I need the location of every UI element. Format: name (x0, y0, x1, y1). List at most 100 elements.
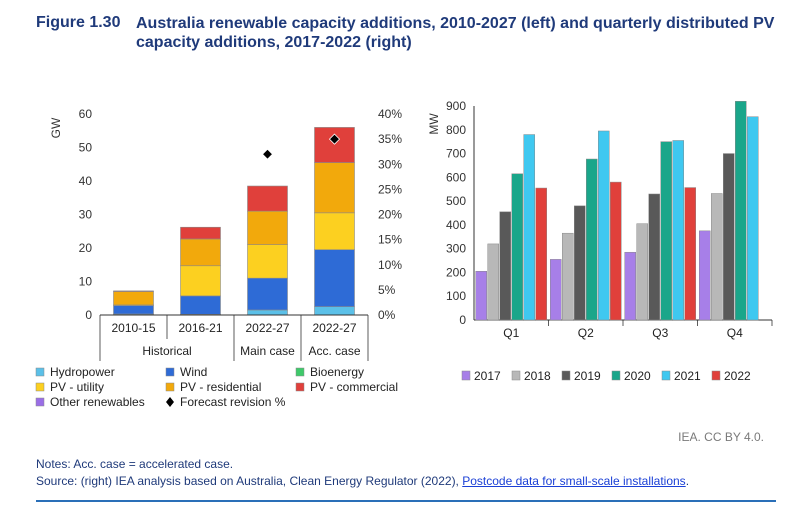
x-tick-label: 2022-27 (245, 321, 289, 335)
bar-pv-utility (180, 265, 221, 297)
bar-2020 (511, 173, 523, 321)
footer-rule (36, 500, 776, 502)
bar-pv-utility (247, 244, 288, 279)
legend-swatch (461, 370, 471, 381)
bar-wind (314, 249, 355, 307)
forecast-revision-marker (261, 148, 274, 160)
bar-pv-utility (314, 212, 355, 250)
group-label: Historical (142, 344, 191, 358)
bar-2021 (672, 140, 684, 321)
x-tick-label: 2016-21 (178, 321, 222, 335)
legend-swatch (35, 367, 45, 377)
bar-2021 (747, 116, 759, 321)
source-link[interactable]: Postcode data for small-scale installati… (462, 474, 686, 488)
bar-2020 (586, 158, 598, 321)
y-tick-label: 0 (459, 313, 466, 327)
legend-label: 2019 (574, 369, 601, 383)
bar-hydropower (314, 306, 355, 316)
legend-label: Forecast revision % (180, 395, 286, 409)
y-tick-label: 30 (79, 208, 93, 222)
bar-2019 (574, 205, 586, 321)
bar-2022 (610, 181, 622, 321)
legend-label: Wind (180, 365, 207, 379)
bar-2020 (660, 141, 672, 321)
bar-2021 (523, 134, 535, 321)
x-tick-label: Q4 (727, 326, 743, 340)
y-tick-label: 400 (446, 218, 466, 232)
legend-label: 2021 (674, 369, 701, 383)
y2-tick-label: 20% (378, 208, 402, 222)
notes-text: Notes: Acc. case = accelerated case. (36, 457, 234, 471)
legend-label: Bioenergy (310, 365, 364, 379)
legend-swatch (511, 370, 521, 381)
bar-pv-residential (180, 238, 221, 267)
y-tick-label: 200 (446, 265, 466, 279)
y-tick-label: 100 (446, 289, 466, 303)
y2-tick-label: 0% (378, 308, 396, 322)
legend-swatch (711, 370, 721, 381)
bar-wind (113, 305, 154, 315)
bar-2017 (624, 251, 636, 321)
legend-label: Other renewables (50, 395, 145, 409)
legend-swatch (661, 370, 671, 381)
group-label: Acc. case (308, 344, 360, 358)
source-suffix: . (685, 474, 690, 488)
legend-label: 2017 (474, 369, 501, 383)
y2-tick-label: 25% (378, 182, 402, 196)
legend-label: PV - utility (50, 380, 104, 394)
bar-pv-commercial (180, 226, 221, 240)
bar-2018 (487, 243, 499, 321)
y-tick-label: 600 (446, 170, 466, 184)
bar-2022 (684, 187, 696, 321)
bar-2022 (535, 187, 547, 321)
y-tick-label: 500 (446, 194, 466, 208)
y-tick-label: 700 (446, 147, 466, 161)
bar-pv-commercial (314, 127, 355, 163)
y-tick-label: 40 (79, 174, 93, 188)
legend-swatch (35, 397, 45, 407)
y-tick-label: 300 (446, 242, 466, 256)
legend-swatch (611, 370, 621, 381)
bar-2019 (648, 193, 660, 321)
x-tick-label: Q3 (652, 326, 668, 340)
x-tick-label: 2010-15 (111, 321, 155, 335)
source-prefix: Source: (right) IEA analysis based on Au… (36, 474, 463, 488)
bar-2019 (499, 211, 511, 321)
bar-wind (180, 295, 221, 315)
y-tick-label: 800 (446, 123, 466, 137)
legend-swatch (35, 382, 45, 392)
y2-tick-label: 35% (378, 132, 402, 146)
y2-tick-label: 30% (378, 157, 402, 171)
y-tick-label: 20 (79, 241, 93, 255)
y2-tick-label: 5% (378, 283, 396, 297)
legend-label: PV - commercial (310, 380, 398, 394)
bar-2017 (550, 259, 562, 321)
bar-2018 (711, 193, 723, 321)
y-tick-label: 50 (79, 141, 93, 155)
legend-swatch (561, 370, 571, 381)
group-label: Main case (240, 344, 295, 358)
y-axis-label: GW (49, 117, 63, 138)
source-text: Source: (right) IEA analysis based on Au… (36, 474, 689, 488)
y2-tick-label: 10% (378, 258, 402, 272)
x-tick-label: Q1 (503, 326, 519, 340)
left-stacked-bar-chart: 0 10 20 30 40 50 60 0% 5% 10% 15% 20% 25% 30% 35% 40% GW… (35, 107, 402, 409)
legend-swatch (165, 382, 175, 392)
y-tick-label: 10 (79, 275, 93, 289)
figure-label: Figure 1.30 (36, 14, 121, 31)
right-grouped-bar-chart: 0 100 200 300 400 500 600 700 800 900 MW Q1 Q2 Q3 Q4 20… (427, 99, 773, 383)
legend-label: Hydropower (50, 365, 115, 379)
bar-2018 (562, 232, 574, 321)
bar-hydropower (247, 309, 288, 316)
legend-label: 2022 (724, 369, 751, 383)
bar-pv-residential (314, 162, 355, 214)
figure-title: Australia renewable capacity additions, … (136, 15, 775, 51)
legend-swatch (295, 367, 305, 377)
legend-swatch (165, 367, 175, 377)
x-tick-label: 2022-27 (312, 321, 356, 335)
legend-label: 2020 (624, 369, 651, 383)
y-tick-label: 900 (446, 99, 466, 113)
bar-2021 (598, 130, 610, 321)
legend-swatch (295, 382, 305, 392)
credit-text: IEA. CC BY 4.0. (678, 430, 764, 444)
